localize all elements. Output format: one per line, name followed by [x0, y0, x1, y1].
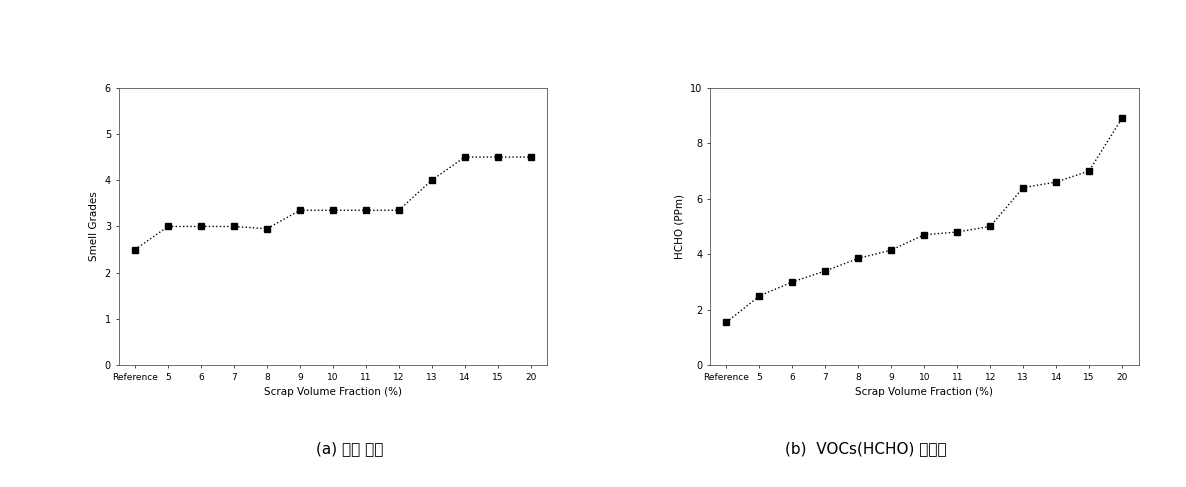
Y-axis label: Smell Grades: Smell Grades	[89, 191, 100, 262]
Text: (a) 냄새 특성: (a) 냄새 특성	[317, 441, 383, 456]
X-axis label: Scrap Volume Fraction (%): Scrap Volume Fraction (%)	[855, 388, 994, 397]
X-axis label: Scrap Volume Fraction (%): Scrap Volume Fraction (%)	[263, 388, 402, 397]
Text: (b)  VOCs(HCHO) 방출량: (b) VOCs(HCHO) 방출량	[785, 441, 946, 456]
Y-axis label: HCHO (PPm): HCHO (PPm)	[675, 194, 684, 259]
